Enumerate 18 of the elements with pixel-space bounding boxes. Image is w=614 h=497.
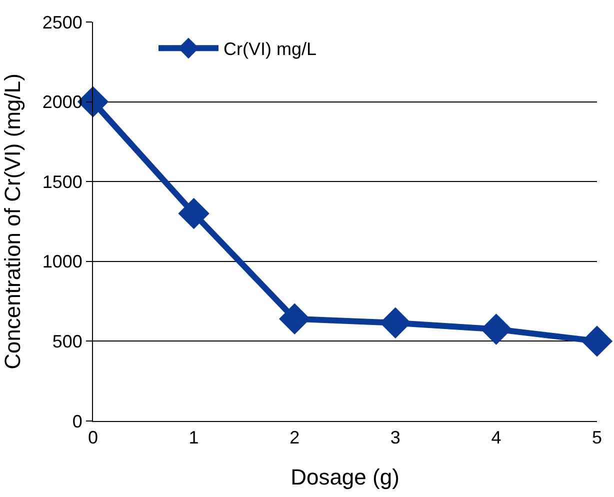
y-tick-label: 500 — [52, 332, 82, 352]
x-axis-title: Dosage (g) — [290, 464, 400, 490]
x-tick-label: 5 — [592, 428, 602, 448]
point — [581, 326, 613, 357]
y-tick-label: 1500 — [42, 172, 82, 192]
point — [178, 198, 210, 230]
y-axis-title: Concentration of Cr(VI) (mg/L) — [0, 74, 26, 370]
x-tick-label: 2 — [290, 428, 300, 448]
y-tick-label: 1000 — [42, 252, 82, 272]
point — [480, 314, 512, 345]
x-tick-label: 1 — [188, 428, 199, 448]
y-tick-label: 0 — [72, 411, 82, 432]
legend-label: Cr(VI) mg/L — [223, 39, 316, 60]
y-tick-label: 2500 — [42, 12, 82, 32]
y-tick-label: 2000 — [42, 92, 82, 112]
x-tick-label: 3 — [390, 428, 400, 448]
x-tick-label: 0 — [88, 428, 98, 448]
x-tick-label: 4 — [491, 428, 502, 448]
